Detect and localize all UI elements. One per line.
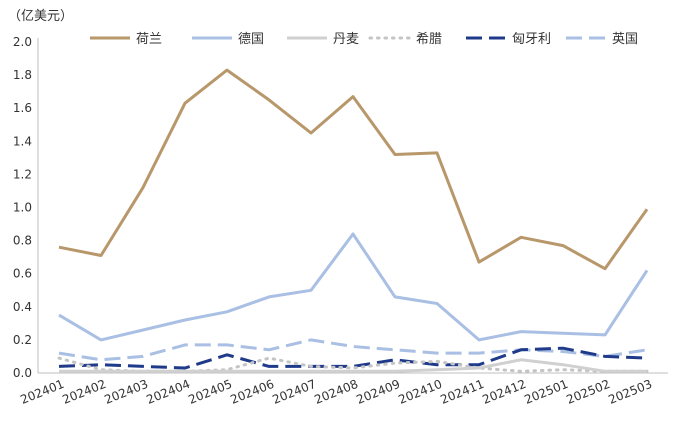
legend-label: 匈牙利 (512, 32, 551, 47)
y-tick-label: 1.0 (13, 201, 32, 215)
x-tick-label: 202503 (606, 377, 654, 407)
y-tick-label: 0.6 (13, 267, 32, 281)
y-tick-label: 0.0 (13, 366, 32, 380)
unit-label: （亿美元） (8, 9, 73, 24)
x-tick-label: 202407 (270, 377, 318, 407)
y-tick-label: 2.0 (13, 35, 32, 49)
series-line (58, 68, 649, 271)
x-tick-label: 202501 (522, 377, 570, 407)
x-tick-label: 202412 (480, 377, 528, 407)
x-tick-label: 202403 (102, 377, 150, 407)
y-tick-label: 1.2 (13, 167, 32, 181)
legend-label: 希腊 (416, 32, 442, 47)
x-tick-label: 202411 (438, 377, 486, 407)
series-layer (57, 68, 649, 373)
x-tick-label: 202410 (396, 377, 444, 407)
series-line (59, 358, 647, 373)
legend-label: 英国 (612, 32, 638, 47)
legend-label: 德国 (238, 32, 264, 47)
y-tick-label: 1.8 (13, 68, 32, 82)
x-tick-label: 202406 (228, 377, 276, 407)
y-tick-label: 1.4 (13, 134, 32, 148)
series-line (58, 346, 648, 370)
x-tick-label: 202402 (60, 377, 108, 407)
series-line (58, 232, 649, 342)
x-tick-label: 202408 (312, 377, 360, 407)
x-tick-label: 202409 (354, 377, 402, 407)
legend: 荷兰 德国 丹麦 希腊 匈牙利 英国 (90, 32, 638, 47)
y-tick-label: 0.8 (13, 234, 32, 248)
x-tick-label: 202502 (564, 377, 612, 407)
legend-label: 荷兰 (136, 32, 162, 47)
x-tick-label: 202401 (18, 377, 66, 407)
y-tick-label: 0.4 (13, 300, 32, 314)
series-line (58, 338, 648, 362)
legend-label: 丹麦 (333, 32, 359, 47)
x-tick-label: 202404 (144, 377, 192, 407)
x-tick-label: 202405 (186, 377, 234, 407)
y-tick-label: 1.6 (13, 101, 32, 115)
y-tick-label: 0.2 (13, 333, 32, 347)
